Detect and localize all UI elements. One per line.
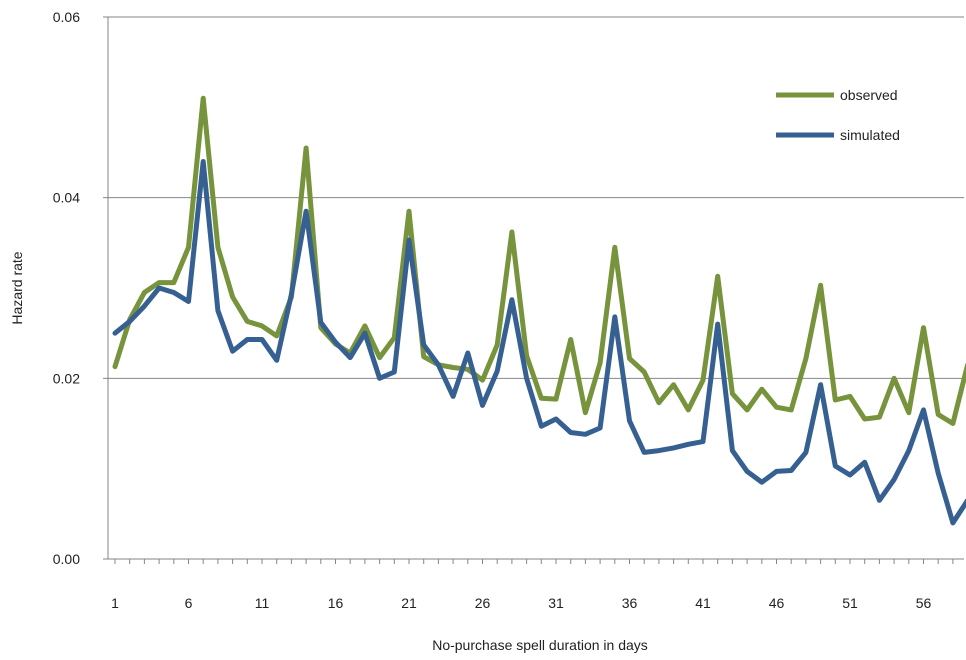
series-line-simulated (112, 159, 966, 526)
x-tick-label: 1 (111, 595, 119, 611)
y-axis-title: Hazard rate (9, 251, 25, 324)
x-axis-title: No-purchase spell duration in days (432, 637, 648, 653)
x-tick-label: 31 (548, 595, 564, 611)
x-tick-label: 36 (622, 595, 638, 611)
series-line-observed (112, 95, 966, 426)
y-tick-label: 0.02 (53, 370, 80, 386)
x-tick-label: 51 (842, 595, 858, 611)
x-tick-label: 46 (769, 595, 785, 611)
legend-label-simulated: simulated (840, 127, 900, 143)
x-tick-label: 26 (475, 595, 491, 611)
y-tick-label: 0.06 (53, 9, 80, 25)
y-tick-label: 0.00 (53, 551, 80, 567)
x-tick-label: 11 (255, 595, 270, 611)
series-lines (112, 95, 966, 526)
axes (107, 17, 964, 560)
x-tick-label: 6 (185, 595, 193, 611)
x-tick-label: 21 (401, 595, 417, 611)
x-tick-label: 41 (695, 595, 711, 611)
x-tick-label: 56 (916, 595, 932, 611)
legend-label-observed: observed (840, 87, 898, 103)
y-axis-ticks: 0.00 0.02 0.04 0.06 (53, 9, 108, 567)
y-tick-label: 0.04 (53, 190, 80, 206)
legend: observed simulated (776, 87, 900, 143)
x-tick-label: 16 (328, 595, 344, 611)
x-axis-ticks: 1 6 11 16 21 26 31 36 41 46 51 56 (111, 559, 954, 611)
